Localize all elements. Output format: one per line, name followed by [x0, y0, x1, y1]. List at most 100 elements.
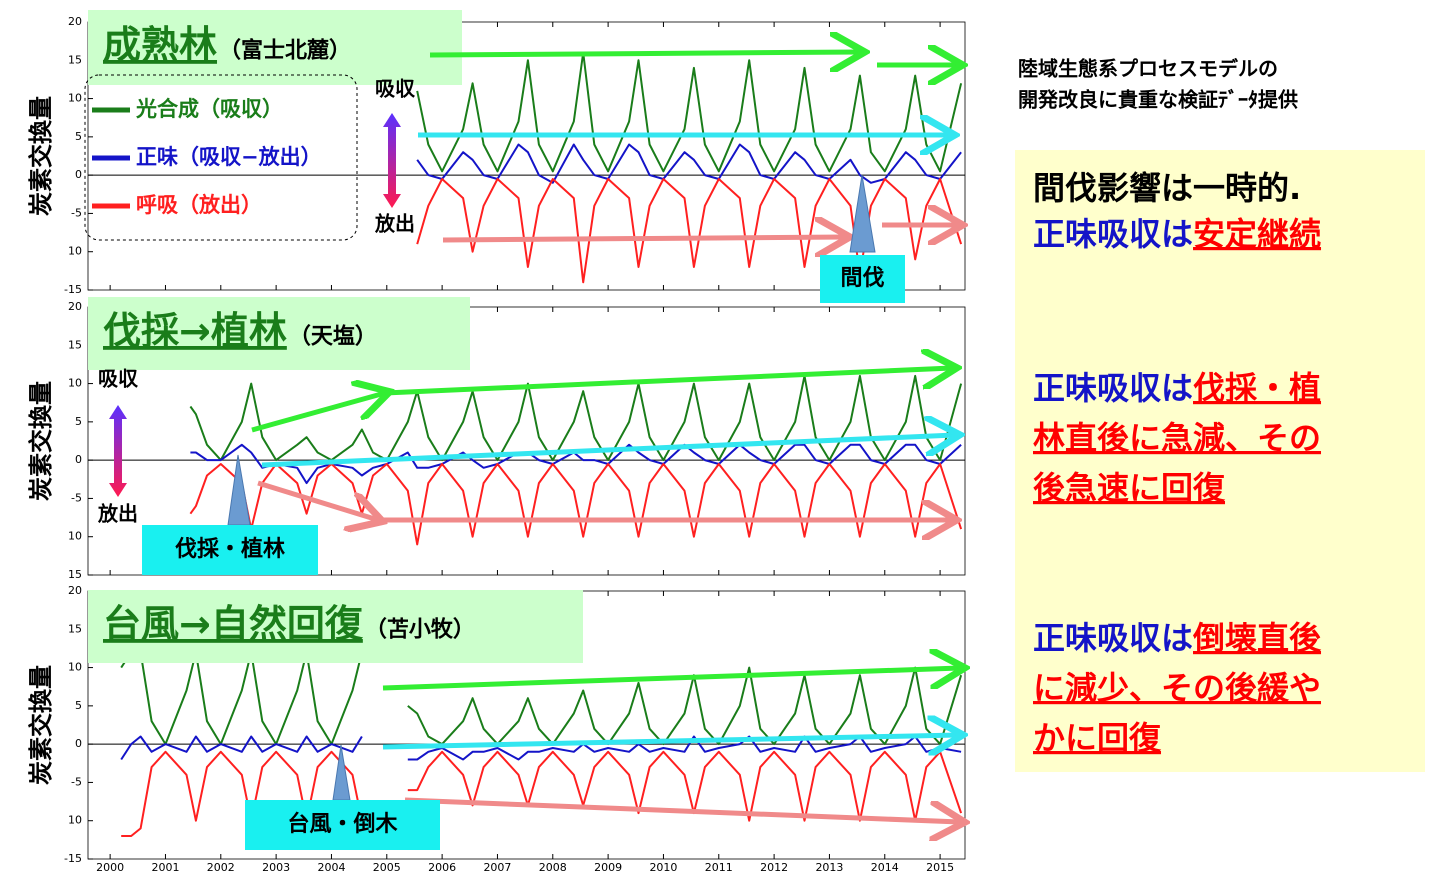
direction-label: 放出	[374, 212, 415, 236]
event-label: 伐採・植林	[175, 536, 285, 562]
note-line: かに回復	[1033, 719, 1162, 757]
y-tick-label: 10	[68, 377, 82, 390]
note-segment: 林直後に急減、その	[1033, 419, 1321, 457]
y-tick-label: 20	[68, 300, 82, 313]
panel-title: 成熟林	[103, 23, 217, 67]
direction-arrow	[383, 113, 401, 208]
direction-label: 吸収	[375, 77, 416, 101]
note-segment: 安定継続	[1193, 215, 1321, 253]
y-tick-label: 10	[68, 245, 82, 258]
y-tick-label: 15	[68, 338, 82, 351]
y-tick-label: -5	[71, 491, 82, 504]
y-axis-label: 炭素交換量	[27, 96, 55, 216]
y-tick-label: 5	[75, 415, 82, 428]
x-tick-label: 2004	[317, 861, 345, 874]
legend-label: 光合成（吸収）	[135, 97, 283, 121]
note-line: 林直後に急減、その	[1033, 419, 1321, 457]
panel-title: 伐採→植林	[103, 309, 287, 353]
note-box	[1015, 150, 1425, 772]
direction-label: 放出	[97, 502, 138, 526]
y-tick-label: 15	[68, 53, 82, 66]
trend-arrow	[442, 237, 845, 240]
trend-arrow	[257, 480, 378, 520]
note-line: 正味吸収は伐採・植	[1033, 369, 1321, 407]
series-line	[121, 750, 963, 837]
event-label: 間伐	[840, 266, 884, 291]
y-tick-label: -15	[64, 852, 82, 865]
note-line: 後急速に回復	[1033, 469, 1226, 507]
caption: 開発改良に貴重な検証ﾃﾞｰﾀ提供	[1018, 88, 1298, 112]
y-tick-label: 0	[75, 453, 82, 466]
title-box	[88, 590, 583, 663]
note-segment: 正味吸収は	[1033, 619, 1193, 657]
legend-box	[84, 74, 358, 241]
y-axis-label: 炭素交換量	[27, 665, 55, 785]
legend-label: 正味（吸収−放出）	[136, 145, 322, 169]
note-segment: 正味吸収は	[1033, 215, 1193, 253]
trend-arrow	[382, 735, 958, 747]
x-tick-label: 2012	[760, 861, 788, 874]
x-tick-label: 2008	[539, 861, 567, 874]
series-line	[120, 735, 962, 761]
y-tick-label: 10	[68, 92, 82, 105]
note-line: 正味吸収は倒壊直後	[1033, 619, 1322, 657]
caption: 陸域生態系プロセスモデルの	[1018, 57, 1278, 81]
y-tick-label: 10	[68, 530, 82, 543]
x-tick-label: 2009	[594, 861, 622, 874]
title-box	[88, 10, 462, 85]
y-tick-label: 0	[75, 737, 82, 750]
event-box	[820, 255, 905, 303]
note-segment: 倒壊直後	[1192, 619, 1322, 657]
x-tick-label: 2002	[207, 861, 235, 874]
y-tick-label: -5	[71, 206, 82, 219]
x-tick-label: 2007	[483, 861, 511, 874]
title-box	[88, 297, 470, 370]
y-tick-label: 10	[68, 814, 82, 827]
x-tick-label: 2010	[649, 861, 677, 874]
x-tick-label: 2006	[428, 861, 456, 874]
note-segment: に減少、その後緩や	[1033, 669, 1321, 707]
y-tick-label: 0	[75, 168, 82, 181]
note-segment: かに回復	[1033, 719, 1162, 757]
event-marker	[849, 174, 876, 253]
series-line	[416, 51, 963, 173]
y-tick-label: 15	[68, 622, 82, 635]
direction-arrow	[109, 405, 127, 497]
panel-title: 台風→自然回復	[103, 602, 364, 646]
trend-arrow	[261, 435, 955, 468]
note-line: 正味吸収は安定継続	[1033, 215, 1321, 253]
trend-arrow	[382, 668, 960, 691]
note-line: に減少、その後緩や	[1033, 669, 1321, 707]
x-tick-label: 2003	[262, 861, 290, 874]
event-box	[245, 800, 440, 850]
series-line	[189, 374, 963, 462]
note-segment: 後急速に回復	[1033, 469, 1226, 507]
x-tick-label: 2013	[815, 861, 843, 874]
panel-subtitle: （苫小牧）	[365, 617, 475, 643]
note-segment: 間伐影響は一時的.	[1033, 169, 1301, 207]
event-box	[142, 525, 318, 575]
x-tick-label: 2014	[871, 861, 899, 874]
event-label: 台風・倒木	[287, 811, 398, 837]
y-tick-label: 20	[68, 584, 82, 597]
direction-label: 吸収	[98, 367, 139, 391]
trend-arrow	[404, 797, 960, 822]
note-segment: 伐採・植	[1193, 369, 1321, 407]
trend-arrow	[429, 52, 860, 55]
panel-subtitle: （富士北麓）	[219, 38, 351, 64]
trend-arrow	[251, 393, 385, 433]
y-tick-label: 20	[68, 15, 82, 28]
y-tick-label: -5	[71, 775, 82, 788]
series-line	[416, 143, 962, 184]
y-tick-label: -15	[64, 283, 82, 296]
x-tick-label: 2011	[705, 861, 733, 874]
trend-arrow	[384, 368, 952, 396]
x-tick-label: 2000	[96, 861, 124, 874]
x-tick-label: 2005	[373, 861, 401, 874]
y-tick-label: 5	[75, 699, 82, 712]
series-line	[120, 651, 963, 746]
panel-subtitle: （天塩）	[289, 324, 377, 350]
y-tick-label: 10	[68, 661, 82, 674]
x-tick-label: 2015	[926, 861, 954, 874]
x-tick-label: 2001	[151, 861, 179, 874]
